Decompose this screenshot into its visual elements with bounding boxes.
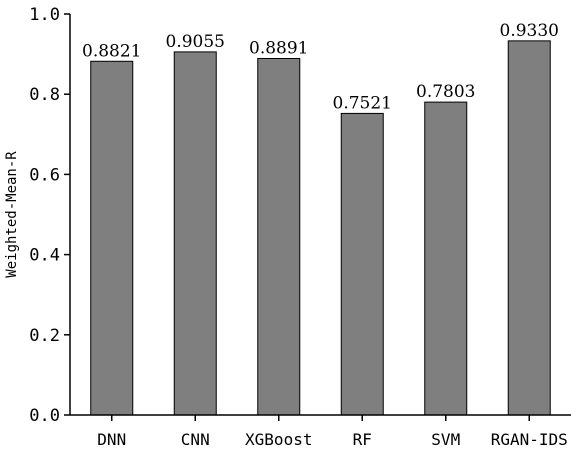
value-label: 0.8821 [82,41,141,61]
y-tick-label: 0.6 [29,165,60,185]
x-tick-label: CNN [181,430,210,449]
bars [90,40,551,416]
x-tick-label: RGAN-IDS [491,430,568,449]
value-label: 0.8891 [249,38,308,58]
value-label: 0.7521 [333,93,392,113]
x-axis-labels: DNN CNN XGBoost RF SVM RGAN-IDS [97,415,568,449]
x-tick-label: RF [353,430,372,449]
bar-svm [424,101,468,416]
value-label: 0.7803 [416,82,475,102]
value-label: 0.9330 [500,21,559,41]
y-tick-label: 0.4 [29,246,60,266]
x-tick-label: XGBoost [245,430,312,449]
bar-xgboost [257,57,301,416]
x-tick-label: SVM [431,430,460,449]
y-axis-ticks: 0.0 0.2 0.4 0.6 0.8 1.0 [29,5,70,426]
y-tick-label: 1.0 [29,5,60,25]
y-tick-label: 0.2 [29,326,60,346]
y-tick-label: 0.8 [29,85,60,105]
value-label: 0.9055 [166,32,225,52]
y-tick-label: 0.0 [29,406,60,426]
bar-cnn [173,51,217,416]
bar-rgan-ids [507,40,551,416]
y-axis-title: Weighted-Mean-R [4,151,20,278]
bar-dnn [90,60,134,416]
x-tick-label: DNN [97,430,126,449]
value-labels: 0.8821 0.9055 0.8891 0.7521 0.7803 0.9330 [82,21,559,114]
bar-rf [340,112,384,416]
